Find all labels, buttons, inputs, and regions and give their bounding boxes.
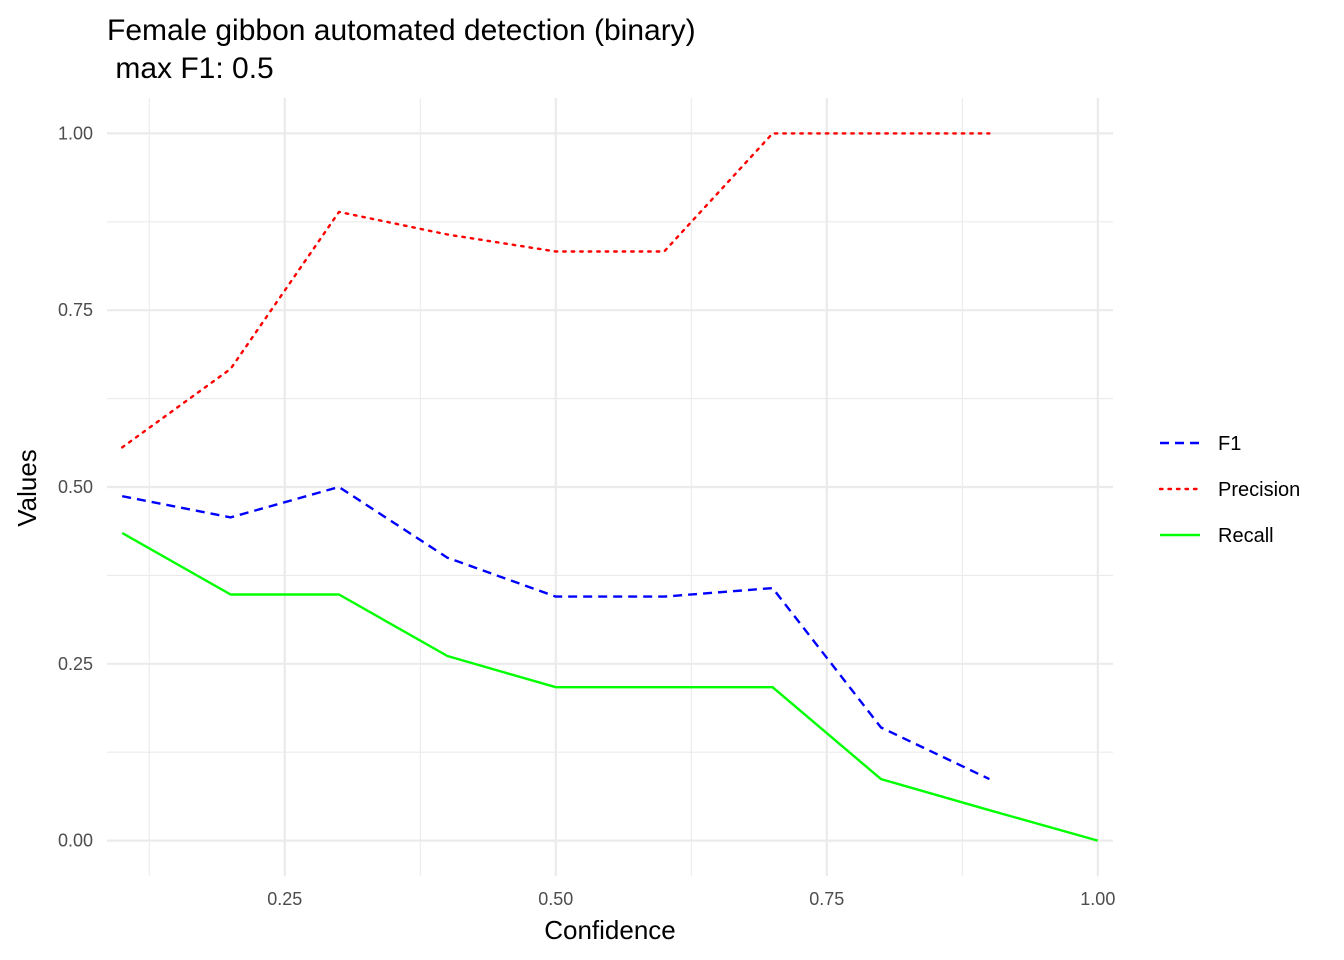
y-tick-label: 1.00 — [58, 123, 93, 143]
legend: F1 Precision Recall — [1158, 433, 1300, 547]
chart-title-line1: Female gibbon automated detection (binar… — [107, 14, 696, 47]
y-tick-label: 0.75 — [58, 300, 93, 320]
series-line-recall — [121, 531, 1099, 842]
y-tick-label: 0.25 — [58, 654, 93, 674]
x-tick-label: 0.50 — [538, 889, 573, 909]
x-axis-ticks: 0.25 0.50 0.75 1.00 — [267, 889, 1115, 909]
plot-grid — [107, 98, 1113, 876]
series-line-precision — [120, 132, 991, 449]
y-tick-label: 0.00 — [58, 831, 93, 851]
series-layer — [120, 132, 1099, 842]
x-tick-label: 0.25 — [267, 889, 302, 909]
y-axis-ticks: 0.00 0.25 0.50 0.75 1.00 — [58, 123, 93, 850]
y-axis-title: Values — [12, 449, 42, 527]
x-tick-label: 0.75 — [809, 889, 844, 909]
y-tick-label: 0.50 — [58, 477, 93, 497]
series-line-f1 — [121, 485, 990, 781]
x-tick-label: 1.00 — [1080, 889, 1115, 909]
legend-label-f1: F1 — [1218, 433, 1241, 455]
x-axis-title: Confidence — [544, 915, 676, 945]
chart-title-line2: max F1: 0.5 — [107, 52, 274, 85]
legend-label-recall: Recall — [1218, 525, 1274, 547]
legend-label-precision: Precision — [1218, 479, 1300, 501]
